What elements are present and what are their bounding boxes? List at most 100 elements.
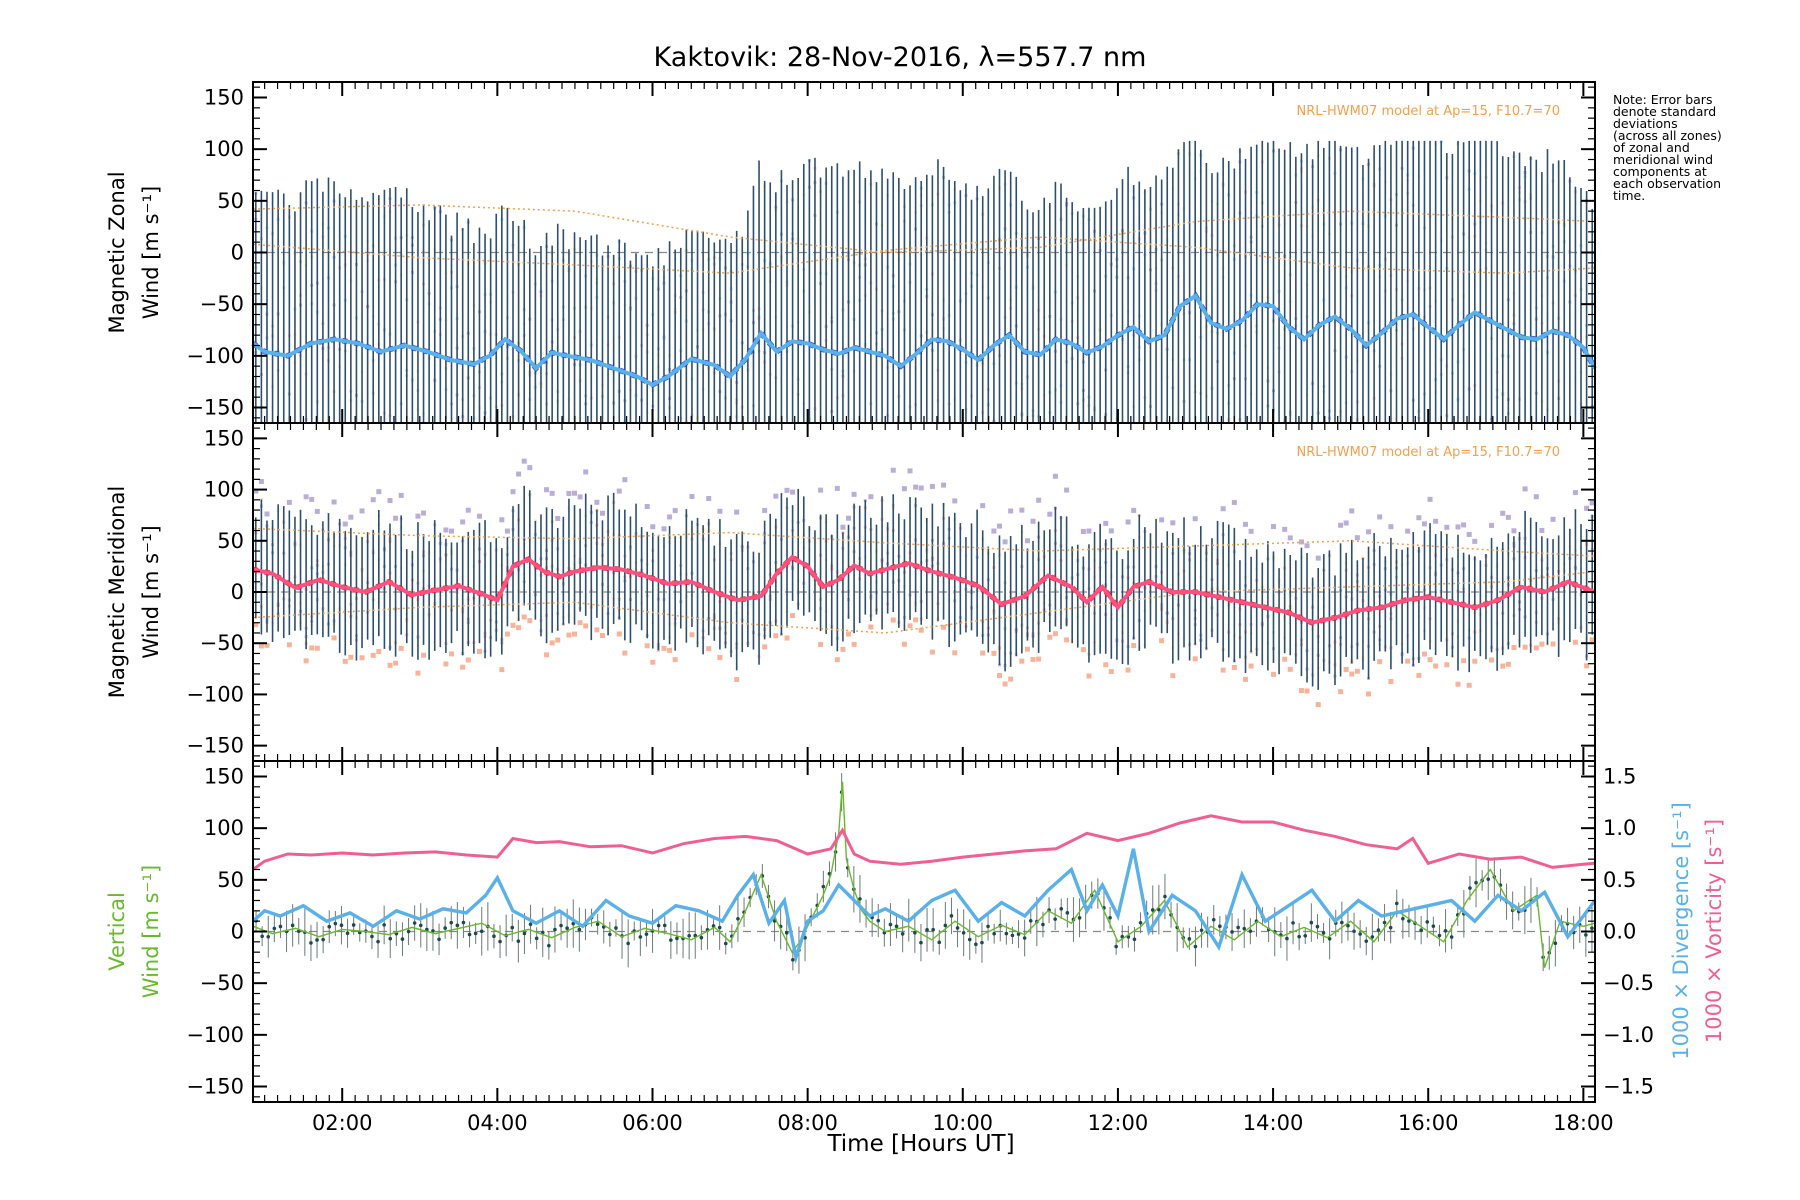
scatter-point-lavender xyxy=(1584,505,1590,511)
vertical-point xyxy=(559,923,563,928)
scatter-point-salmon xyxy=(443,661,449,667)
scatter-point-salmon xyxy=(1287,666,1293,672)
vertical-point xyxy=(1297,934,1301,939)
vertical-point xyxy=(736,916,740,921)
y-tick-label: 150 xyxy=(204,765,244,789)
vertical-point xyxy=(1382,920,1387,925)
scatter-point-lavender xyxy=(784,487,790,493)
scatter-point-lavender xyxy=(1008,508,1014,514)
vertical-point xyxy=(626,941,630,946)
x-tick-label: 12:00 xyxy=(1088,1111,1149,1135)
vertical-y2-axis: −1.5 −1.0 −0.5 0.0 0.5 1.0 1.5 xyxy=(1581,765,1654,1099)
scatter-point-salmon xyxy=(991,650,997,656)
scatter-point-salmon xyxy=(1036,656,1042,662)
vertical-point xyxy=(547,943,551,948)
y-tick-label: −50 xyxy=(200,631,244,655)
vertical-point xyxy=(1468,886,1472,890)
note-line: deviations xyxy=(1613,116,1678,131)
vertical-point xyxy=(1321,931,1326,935)
y-tick-label: −150 xyxy=(186,1075,244,1099)
scatter-point-salmon xyxy=(1131,643,1137,649)
scatter-point-salmon xyxy=(465,657,471,663)
scatter-point-salmon xyxy=(1444,662,1450,668)
scatter-point-lavender xyxy=(644,504,650,510)
y-tick-label: 50 xyxy=(217,529,244,553)
vertical-point xyxy=(1352,929,1356,934)
scatter-point-salmon xyxy=(1489,657,1495,663)
vertical-point xyxy=(1010,933,1015,938)
vertical-point xyxy=(894,924,899,929)
y-label-line: Wind [m s⁻¹] xyxy=(139,186,163,319)
scatter-point-salmon xyxy=(1522,644,1528,650)
vertical-point xyxy=(1004,931,1009,936)
y-label-line: Vertical xyxy=(105,892,129,971)
scatter-point-salmon xyxy=(890,617,896,623)
scatter-point-lavender xyxy=(387,498,393,504)
meridional-model-label: NRL-HWM07 model at Ap=15, F10.7=70 xyxy=(1297,445,1561,460)
scatter-point-lavender xyxy=(834,485,840,491)
vertical-point xyxy=(931,927,935,932)
scatter-point-salmon xyxy=(387,662,393,668)
scatter-point-lavender xyxy=(616,488,622,494)
scatter-point-salmon xyxy=(1572,639,1578,645)
scatter-point-lavender xyxy=(851,491,857,497)
vertical-point xyxy=(614,926,618,930)
vertical-point xyxy=(1425,920,1430,924)
scatter-point-lavender xyxy=(667,514,673,520)
vertical-point xyxy=(1108,915,1112,920)
scatter-point-salmon xyxy=(1052,631,1058,637)
mean-line xyxy=(251,293,1597,388)
scatter-point-salmon xyxy=(460,664,466,670)
scatter-point-lavender xyxy=(465,507,471,513)
y-tick-label: −150 xyxy=(186,734,244,758)
vertical-point xyxy=(662,923,667,928)
scatter-point-lavender xyxy=(1030,518,1036,524)
vertical-point xyxy=(1199,928,1204,933)
vertical-point xyxy=(1187,937,1192,941)
scatter-point-salmon xyxy=(773,633,779,639)
vertical-point xyxy=(1364,939,1369,943)
vertical-y-axis: −150 −100 −50 0 50 100 150 xyxy=(186,765,267,1099)
vertical-point xyxy=(992,931,996,936)
scatter-point-salmon xyxy=(264,642,270,648)
scatter-point-salmon xyxy=(583,623,589,629)
vertical-point xyxy=(913,931,917,935)
scatter-point-lavender xyxy=(1338,522,1344,528)
scatter-point-salmon xyxy=(309,645,315,651)
vertical-point xyxy=(400,937,405,941)
vertical-point xyxy=(1248,929,1253,933)
zonal-data-layer xyxy=(251,140,1598,424)
vertical-point xyxy=(1022,936,1027,940)
scatter-point-salmon xyxy=(1366,691,1372,697)
vertical-point xyxy=(949,914,954,918)
scatter-point-lavender xyxy=(952,498,958,504)
scatter-point-salmon xyxy=(918,627,924,633)
scatter-point-lavender xyxy=(846,515,852,521)
scatter-point-lavender xyxy=(1298,539,1304,545)
scatter-point-salmon xyxy=(616,631,622,637)
divergence-line xyxy=(251,848,1597,964)
scatter-point-salmon xyxy=(527,618,533,624)
vertical-point xyxy=(455,923,460,928)
vertical-point xyxy=(1401,916,1405,921)
scatter-point-lavender xyxy=(689,493,695,499)
scatter-point-lavender xyxy=(1455,524,1461,530)
divergence-y2-label: 1000 × Divergence [s⁻¹] xyxy=(1669,802,1693,1060)
scatter-point-lavender xyxy=(734,509,740,515)
scatter-point-lavender xyxy=(1220,506,1226,512)
scatter-point-salmon xyxy=(1511,645,1517,651)
scatter-point-lavender xyxy=(1243,521,1249,527)
scatter-point-salmon xyxy=(566,632,572,638)
y-label-line: Wind [m s⁻¹] xyxy=(139,865,163,998)
meridional-x-ticks xyxy=(264,423,1585,761)
scatter-point-salmon xyxy=(851,641,857,647)
vertical-point xyxy=(669,938,673,942)
vertical-point xyxy=(412,921,417,925)
scatter-point-salmon xyxy=(1466,682,1472,688)
vertical-point xyxy=(370,934,374,939)
scatter-point-lavender xyxy=(1550,516,1556,522)
scatter-point-salmon xyxy=(359,655,365,661)
note-line: of zonal and xyxy=(1613,140,1690,155)
vertical-point xyxy=(1193,944,1198,949)
scatter-point-lavender xyxy=(421,510,427,516)
